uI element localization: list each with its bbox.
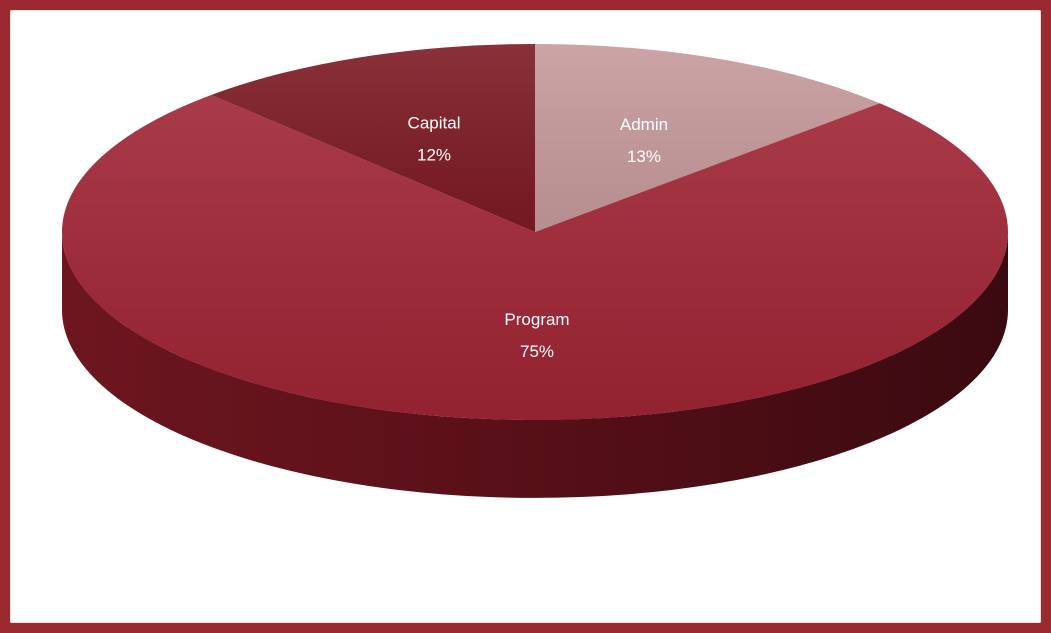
slice-label-name: Capital <box>408 114 461 133</box>
pie-slice-shade-capital <box>211 44 535 232</box>
pie-labels: Admin 13% Program 75% Capital 12% <box>408 114 668 361</box>
slice-label-capital: Capital 12% <box>408 114 461 165</box>
pie-chart: Admin 13% Program 75% Capital 12% <box>62 44 1008 498</box>
slice-label-program: Program 75% <box>504 310 569 361</box>
pie-side <box>62 232 1008 498</box>
slice-label-percent: 12% <box>417 146 451 165</box>
pie-slice-shade-program <box>62 94 1008 420</box>
pie-side-wall <box>62 232 1008 498</box>
slice-label-percent: 13% <box>627 147 661 166</box>
slice-label-name: Program <box>504 310 569 329</box>
pie-slice-shade-admin <box>535 44 880 232</box>
chart-frame: Admin 13% Program 75% Capital 12% <box>10 10 1041 623</box>
pie-top <box>62 44 1008 420</box>
slice-label-percent: 75% <box>520 342 554 361</box>
slice-label-name: Admin <box>620 115 668 134</box>
slice-label-admin: Admin 13% <box>620 115 668 166</box>
